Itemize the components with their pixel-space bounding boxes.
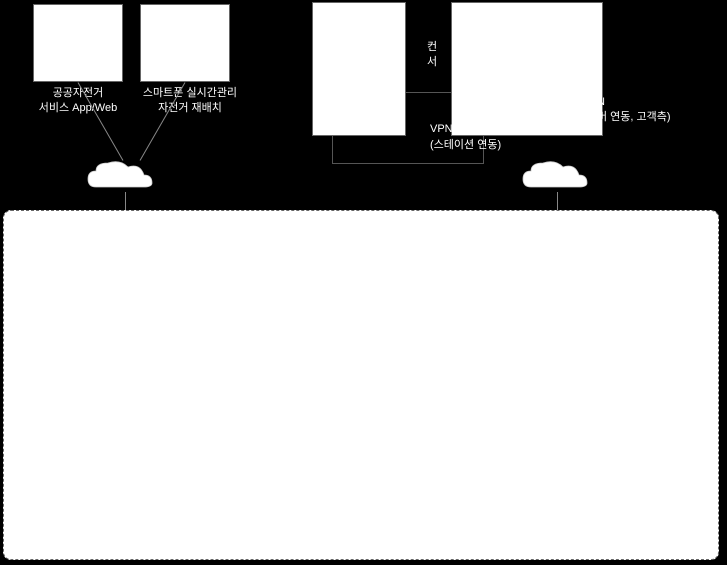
label-right: N 버 연동, 고객측) [597, 95, 671, 126]
cloud-right [515, 155, 595, 195]
label-smartphone-l1: 스마트폰 실시간관리 [143, 87, 237, 99]
label-public-bike-l2: 서비스 App/Web [39, 102, 117, 114]
cloud-left [80, 155, 160, 195]
main-panel [3, 210, 719, 560]
box-right [451, 2, 603, 136]
box-public-bike [33, 4, 123, 82]
box-center [312, 2, 406, 136]
label-public-bike-l1: 공공자전거 [53, 87, 104, 99]
label-vpn-text: VPN [430, 123, 453, 135]
label-center-l1: 컨 [427, 41, 437, 53]
label-center-l2: 서 [427, 56, 437, 68]
label-right-l1: N [597, 96, 605, 108]
label-smartphone: 스마트폰 실시간관리 자전거 재배치 [130, 86, 250, 117]
label-station: (스테이션 연동) [430, 138, 501, 153]
label-center: 컨 서 [427, 40, 437, 71]
label-vpn: VPN [430, 122, 453, 137]
label-public-bike: 공공자전거 서비스 App/Web [33, 86, 123, 117]
cloud-icon [80, 155, 160, 195]
cloud-icon [515, 155, 595, 195]
line-cloud1-down [125, 192, 126, 212]
label-station-text: (스테이션 연동) [430, 139, 501, 151]
label-right-l2: 버 연동, 고객측) [597, 111, 671, 123]
line-cloud2-down [557, 192, 558, 212]
box-smartphone [140, 4, 230, 82]
